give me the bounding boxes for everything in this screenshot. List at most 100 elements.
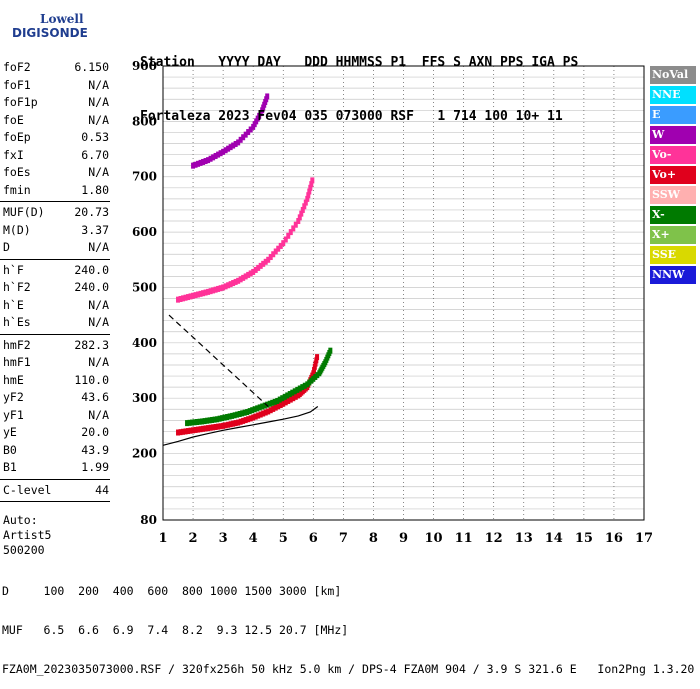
echo-point bbox=[198, 426, 203, 433]
echo-point bbox=[196, 426, 201, 433]
footer-distance-row: D 100 200 400 600 800 1000 1500 3000 [km… bbox=[2, 584, 342, 598]
echo-point bbox=[228, 144, 233, 151]
x-tick-label: 8 bbox=[369, 531, 378, 546]
echo-point bbox=[196, 291, 201, 298]
y-tick-label: 400 bbox=[132, 336, 157, 350]
param-row: h`F2 240.0 bbox=[3, 280, 109, 296]
echo-point bbox=[328, 347, 333, 354]
echo-point bbox=[280, 395, 285, 402]
param-label: hmF1 bbox=[3, 355, 31, 369]
param-label: yE bbox=[3, 425, 17, 439]
param-row: hmF1 N/A bbox=[3, 355, 109, 371]
echo-point bbox=[206, 157, 211, 164]
echo-point bbox=[236, 277, 241, 284]
echo-point bbox=[193, 426, 198, 433]
legend-item-sse: SSE bbox=[650, 246, 696, 264]
echo-point bbox=[206, 288, 211, 295]
echo-point bbox=[248, 415, 253, 422]
echo-point bbox=[315, 372, 320, 379]
echo-point bbox=[201, 158, 206, 165]
y-tick-label: 800 bbox=[132, 114, 157, 128]
echo-point bbox=[292, 388, 297, 395]
echo-point bbox=[221, 284, 226, 291]
echo-point bbox=[202, 418, 207, 425]
echo-point bbox=[312, 367, 317, 374]
param-value: 20.73 bbox=[74, 205, 109, 219]
echo-point bbox=[258, 262, 263, 269]
y-tick-label: 300 bbox=[132, 391, 157, 405]
echo-point bbox=[176, 296, 181, 303]
ionogram-plot: 1 2 3 4 5 6 7 8 9 10 11 12 13 14 15 16 17 80200300400500… bbox=[132, 59, 653, 546]
legend-item-e: E bbox=[650, 106, 696, 124]
echo-point bbox=[248, 270, 253, 277]
echo-point bbox=[223, 422, 228, 429]
profile-curves bbox=[162, 314, 319, 446]
param-separator bbox=[0, 333, 110, 335]
echo-point bbox=[271, 405, 276, 412]
param-value: N/A bbox=[88, 95, 109, 109]
echo-point bbox=[233, 420, 238, 427]
legend-item-vo-: Vo+ bbox=[650, 166, 696, 184]
echo-point bbox=[203, 425, 208, 432]
param-row: B0 43.9 bbox=[3, 443, 109, 459]
echo-point bbox=[208, 288, 213, 295]
echo-point bbox=[310, 177, 315, 184]
param-label: foE bbox=[3, 112, 24, 127]
solid-profile-curve bbox=[162, 406, 319, 446]
echo-point bbox=[178, 429, 183, 436]
echo-point bbox=[230, 412, 235, 419]
echo-point bbox=[226, 282, 231, 289]
param-label: yF1 bbox=[3, 407, 24, 422]
param-label: hmE bbox=[3, 372, 24, 387]
plot-frame bbox=[162, 65, 645, 521]
echo-point bbox=[253, 266, 258, 273]
echo-point bbox=[309, 377, 314, 384]
param-value: 110.0 bbox=[74, 372, 109, 387]
param-value: 6.150 bbox=[74, 60, 109, 74]
echo-point bbox=[201, 425, 206, 432]
param-separator bbox=[0, 478, 110, 480]
param-value: 1.80 bbox=[81, 182, 109, 197]
echo-point bbox=[256, 264, 261, 271]
echo-point bbox=[275, 397, 280, 404]
echo-point bbox=[186, 294, 191, 301]
echo-point bbox=[192, 419, 197, 426]
echo-point bbox=[283, 236, 288, 243]
param-row: yF1 N/A bbox=[3, 408, 109, 424]
footer-info: D 100 200 400 600 800 1000 1500 3000 [km… bbox=[2, 559, 694, 689]
echo-point bbox=[196, 160, 201, 167]
echo-point bbox=[277, 396, 282, 403]
echo-point bbox=[231, 420, 236, 427]
param-row: B1 1.99 bbox=[3, 460, 109, 476]
echo-point bbox=[208, 424, 213, 431]
x-axis-ticks: 1 2 3 4 5 6 7 8 9 10 11 12 13 14 15 16 17 bbox=[158, 531, 653, 546]
param-row: h`Es N/A bbox=[3, 315, 109, 331]
param-value: 43.9 bbox=[81, 442, 109, 457]
param-row: foF1p N/A bbox=[3, 95, 109, 111]
echo-point bbox=[305, 195, 310, 202]
echo-point bbox=[313, 373, 318, 380]
echo-point bbox=[286, 232, 291, 239]
echo-point bbox=[278, 402, 283, 409]
legend-item-w: W bbox=[650, 126, 696, 144]
echo-point bbox=[276, 245, 281, 252]
param-row: foF2 6.150 bbox=[3, 60, 109, 76]
logo-digisonde: DIGISONDE bbox=[12, 26, 88, 40]
param-value: 0.53 bbox=[81, 130, 109, 144]
echo-point bbox=[201, 290, 206, 297]
echo-point bbox=[236, 139, 241, 146]
echo-point bbox=[315, 354, 320, 361]
echo-point bbox=[293, 393, 298, 400]
param-label: fxI bbox=[3, 147, 24, 162]
param-separator bbox=[0, 501, 110, 502]
echo-point bbox=[251, 414, 256, 421]
echo-point bbox=[218, 423, 223, 430]
echo-point bbox=[257, 404, 262, 411]
echo-point bbox=[225, 414, 230, 421]
echo-point bbox=[309, 181, 314, 188]
x-tick-label: 14 bbox=[545, 531, 563, 546]
param-label: MUF(D) bbox=[3, 205, 45, 219]
echo-point bbox=[198, 159, 203, 166]
param-label: B0 bbox=[3, 442, 17, 457]
echo-point bbox=[296, 218, 301, 225]
